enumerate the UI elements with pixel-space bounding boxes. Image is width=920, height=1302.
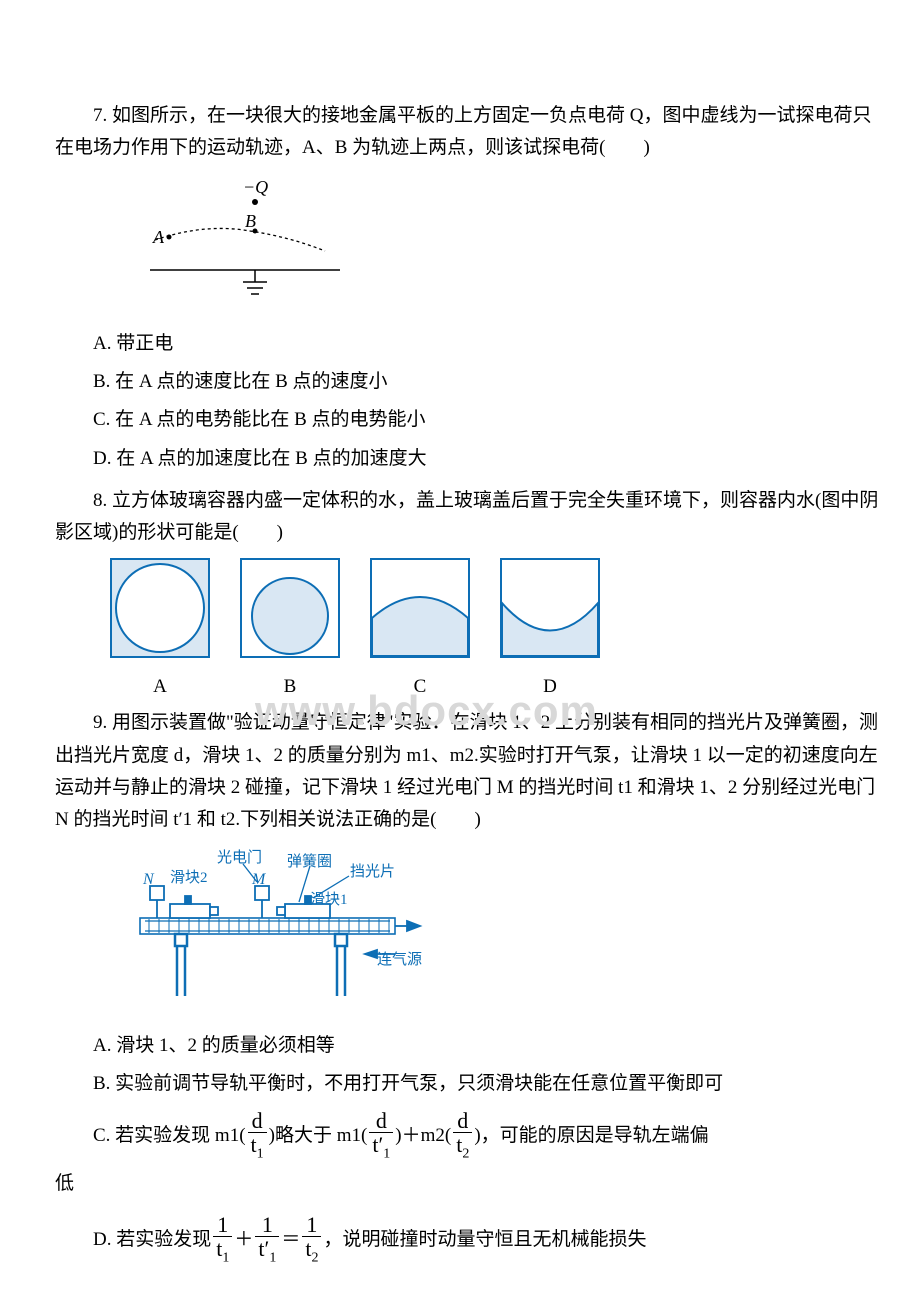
q9-c-cont: 低 [55,1168,880,1200]
q9-c-mid1: )略大于 m1( [269,1120,368,1152]
q8-cube-d [500,558,600,658]
q7-neg-q-label: −Q [243,177,268,197]
q9-c-post: )，可能的原因是导轨左端偏 [474,1120,708,1152]
q7-choice-c: C. 在 A 点的电势能比在 B 点的电势能小 [93,404,880,436]
q9-d-post: ，说明碰撞时动量守恒且无机械能损失 [323,1224,646,1256]
q9-d-pre: D. 若实验发现 [93,1224,211,1256]
q9-d-eq: ＝ [281,1224,300,1256]
q9-choice-c: C. 若实验发现 m1( d t1 )略大于 m1( d t′1 )＋m2( d… [93,1110,880,1162]
q9-choice-b: B. 实验前调节导轨平衡时，不用打开气泵，只须滑块能在任意位置平衡即可 [93,1068,880,1100]
q9-c-pre: C. 若实验发现 m1( [93,1120,246,1152]
q7-text: 7. 如图所示，在一块很大的接地金属平板的上方固定一负点电荷 Q，图中虚线为一试… [55,100,880,165]
svg-text:B: B [245,211,256,231]
q9-choice-d: D. 若实验发现 1 t1 ＋ 1 t′1 ＝ 1 t2 ，说明碰撞时动量守恒且… [93,1214,880,1266]
svg-text:A: A [152,227,165,247]
frac-1-t1: 1 t1 [213,1214,232,1266]
q7-choice-b: B. 在 A 点的速度比在 B 点的速度小 [93,366,880,398]
q9-choice-a: A. 滑块 1、2 的质量必须相等 [93,1030,880,1062]
q9-label-b2: 滑块2 [170,869,208,886]
q8-cube-c [370,558,470,658]
q8-cube-a [110,558,210,658]
frac-d-t1: d t1 [248,1110,267,1162]
q9-figure: 光电门 弹簧圈 挡光片 滑块2 滑块1 连气源 N M [135,846,880,1017]
q8-label-a: A [110,671,210,703]
q7-choice-d: D. 在 A 点的加速度比在 B 点的加速度大 [93,443,880,475]
watermark: www.bdocx.com [255,675,598,746]
frac-d-tp1: d t′1 [369,1110,393,1162]
frac-1-tp1: 1 t′1 [255,1214,279,1266]
q9-d-plus: ＋ [234,1224,253,1256]
q7-choice-a: A. 带正电 [93,328,880,360]
q9-label-gate: 光电门 [217,849,262,866]
frac-1-t2: 1 t2 [302,1214,321,1266]
q8-cube-b [240,558,340,658]
q9-label-flag: 挡光片 [350,863,395,880]
q8-text: 8. 立方体玻璃容器内盛一定体积的水，盖上玻璃盖后置于完全失重环境下，则容器内水… [55,485,880,550]
q9-c-mid2: )＋m2( [395,1120,451,1152]
frac-d-t2: d t2 [453,1110,472,1162]
q7-figure: −Q A B [135,175,880,316]
